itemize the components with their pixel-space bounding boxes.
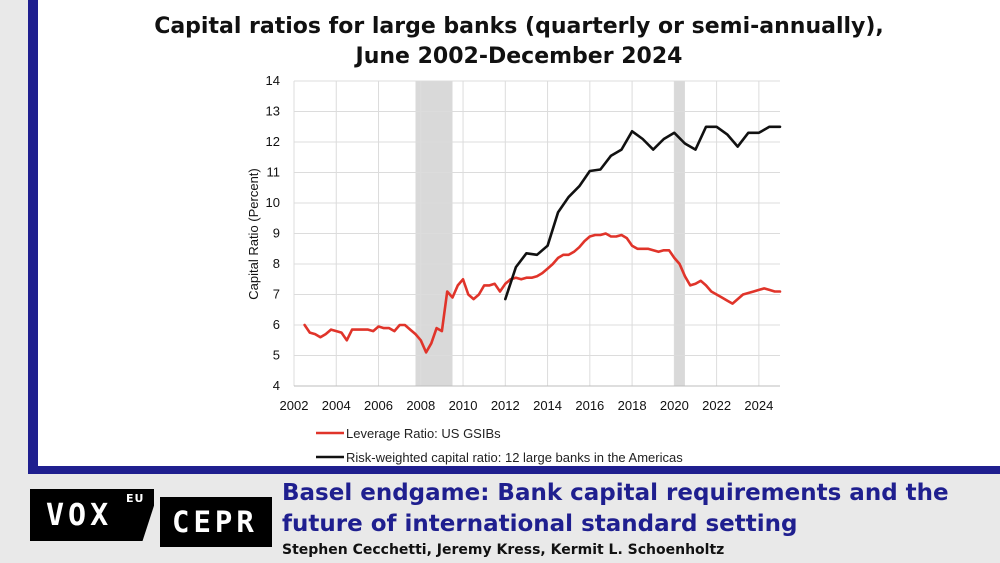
x-tick-label-2020: 2020 <box>660 398 689 413</box>
x-tick-label-2006: 2006 <box>364 398 393 413</box>
y-tick-label-10: 10 <box>266 195 280 210</box>
x-tick-label-2018: 2018 <box>618 398 647 413</box>
cepr-logo[interactable]: CEPR <box>160 497 272 547</box>
chart-title-line-2: June 2002-December 2024 <box>355 44 683 69</box>
y-tick-label-13: 13 <box>266 104 280 119</box>
y-tick-label-12: 12 <box>266 134 280 149</box>
x-tick-label-2016: 2016 <box>575 398 604 413</box>
chart-title: Capital ratios for large banks (quarterl… <box>38 12 1000 72</box>
vox-eu-logo[interactable]: VOX EU <box>30 489 154 541</box>
eu-logo-text: EU <box>126 492 145 505</box>
legend-label-1: Leverage Ratio: US GSIBs <box>346 426 501 441</box>
y-tick-label-11: 11 <box>267 165 281 180</box>
x-tick-label-2008: 2008 <box>406 398 435 413</box>
y-tick-label-4: 4 <box>273 378 280 393</box>
y-tick-label-6: 6 <box>273 317 280 332</box>
cepr-logo-text: CEPR <box>172 505 258 539</box>
chart-title-line-1: Capital ratios for large banks (quarterl… <box>154 14 884 39</box>
x-tick-label-2010: 2010 <box>449 398 478 413</box>
x-tick-label-2014: 2014 <box>533 398 562 413</box>
x-tick-label-2002: 2002 <box>280 398 309 413</box>
article-title[interactable]: Basel endgame: Bank capital requirements… <box>282 480 949 537</box>
x-tick-label-2024: 2024 <box>744 398 773 413</box>
y-tick-label-5: 5 <box>273 348 280 363</box>
risk-weighted-ratio-line <box>504 125 782 301</box>
x-tick-label-2022: 2022 <box>702 398 731 413</box>
y-tick-label-8: 8 <box>273 256 280 271</box>
y-axis-label: Capital Ratio (Percent) <box>246 168 261 300</box>
legend-label-2: Risk-weighted capital ratio: 12 large ba… <box>346 450 683 465</box>
vox-logo-text: VOX <box>46 498 113 533</box>
article-authors: Stephen Cecchetti, Jeremy Kress, Kermit … <box>282 542 725 558</box>
x-tick-label-2004: 2004 <box>322 398 351 413</box>
capital-ratio-chart: 4 5 6 7 8 9 10 11 12 13 14 2002 2004 2006 2008 2010 201… <box>246 73 782 465</box>
x-tick-label-2012: 2012 <box>491 398 520 413</box>
leverage-ratio-line <box>303 232 782 354</box>
y-tick-label-14: 14 <box>266 73 280 88</box>
y-tick-label-9: 9 <box>273 226 280 241</box>
y-tick-label-7: 7 <box>273 287 280 302</box>
